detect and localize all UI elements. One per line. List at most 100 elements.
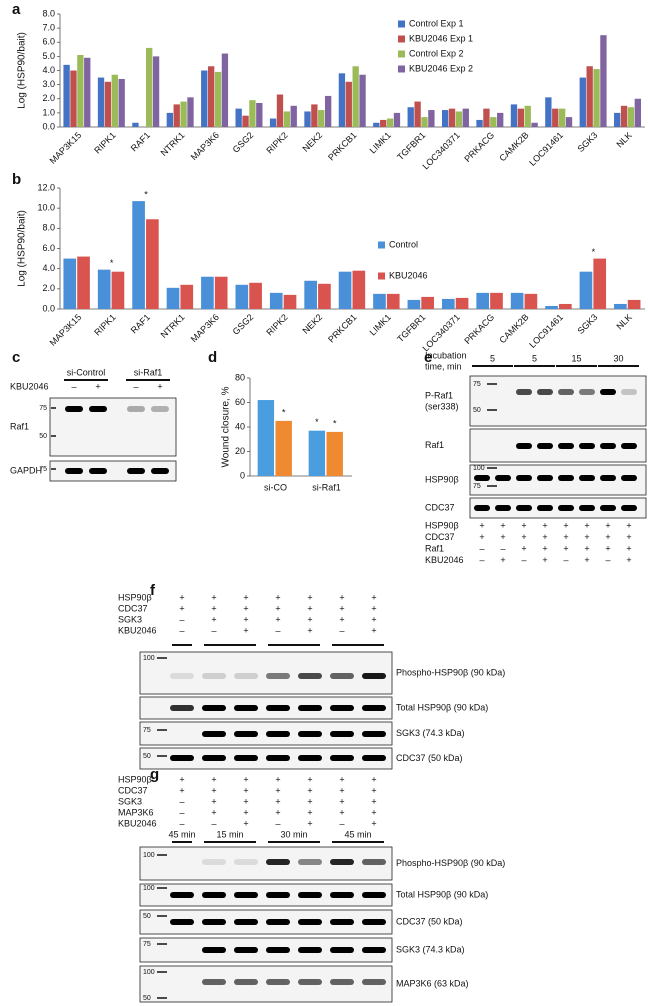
condition-sign: – (479, 543, 484, 553)
condition-sign: – (479, 555, 484, 565)
bar (579, 77, 586, 127)
mw-label: 100 (143, 852, 155, 859)
x-tick-label: MAP3K6 (189, 312, 221, 344)
bar (414, 101, 421, 127)
x-tick-label: RAF1 (129, 130, 152, 153)
significance-marker: * (110, 258, 114, 268)
band (516, 443, 532, 449)
condition-label: CDC37 (425, 532, 455, 542)
condition-sign: + (179, 774, 184, 784)
band (600, 443, 616, 449)
group-label: 5 (490, 353, 495, 363)
bar (627, 107, 635, 127)
y-axis-label: Wound closure, % (221, 386, 232, 467)
condition-sign: + (243, 796, 248, 806)
condition-sign: + (243, 603, 248, 613)
panel-label: a (12, 1, 21, 18)
x-tick-label: si-Raf1 (312, 482, 341, 492)
bar (146, 47, 153, 127)
condition-sign: + (339, 785, 344, 795)
x-tick-label: CAMK2B (497, 312, 530, 345)
band (537, 505, 553, 511)
bar (524, 105, 531, 127)
bar (242, 115, 249, 127)
condition-sign: + (243, 625, 248, 635)
band (621, 475, 637, 481)
band (127, 406, 145, 412)
condition-sign: + (275, 807, 280, 817)
blot-frame (49, 460, 177, 482)
bar (77, 54, 84, 127)
condition-sign: + (243, 818, 248, 828)
condition-sign: – (500, 543, 505, 553)
band (65, 406, 83, 412)
condition-sign: + (307, 603, 312, 613)
condition-label: CDC37 (118, 785, 148, 795)
band (558, 475, 574, 481)
bar (111, 271, 125, 309)
condition-label: SGK3 (118, 614, 142, 624)
condition-sign: + (339, 796, 344, 806)
panel-label: c (12, 349, 20, 366)
band (537, 475, 553, 481)
band (298, 892, 322, 898)
bar (462, 108, 469, 127)
group-label: 45 min (168, 829, 195, 839)
bar (97, 77, 105, 127)
group-label: 15 (571, 353, 581, 363)
bar (180, 284, 194, 309)
band (266, 705, 290, 711)
bar (269, 292, 283, 309)
x-tick-label: RIPK2 (264, 130, 289, 155)
blot-frame (139, 965, 393, 1003)
x-tick-label: LOC340371 (420, 312, 461, 353)
bar (269, 118, 277, 127)
condition-sign: + (211, 785, 216, 795)
legend-swatch (398, 50, 405, 58)
condition-sign: + (500, 520, 505, 530)
legend-label: Control Exp 2 (409, 48, 464, 58)
mw-label: 100 (143, 885, 155, 892)
blot-frame (139, 747, 393, 770)
band (495, 475, 511, 481)
band (266, 673, 290, 679)
band (600, 505, 616, 511)
mw-label: 75 (143, 727, 151, 734)
condition-sign: + (500, 532, 505, 542)
band (298, 731, 322, 737)
band (127, 468, 145, 474)
bar (586, 66, 593, 127)
bar (352, 270, 366, 309)
bar (304, 111, 311, 127)
panel-label: d (208, 349, 217, 366)
y-tick-label: 2.0 (42, 93, 55, 103)
band (330, 859, 354, 865)
bar (380, 119, 387, 127)
y-axis-label: Log (HSP90/bait) (17, 32, 28, 109)
band (266, 731, 290, 737)
mw-label: 75 (39, 466, 47, 473)
mw-label: 100 (473, 465, 485, 472)
mw-label: 50 (143, 995, 151, 1002)
band (234, 673, 258, 679)
bar (318, 283, 331, 309)
condition-sign: + (275, 592, 280, 602)
condition-sign: + (307, 774, 312, 784)
bar (614, 112, 621, 127)
bar (84, 57, 91, 127)
condition-sign: – (275, 818, 280, 828)
blot-label: CDC37 (50 kDa) (396, 916, 463, 926)
bar (311, 104, 318, 127)
legend-swatch (378, 241, 385, 249)
condition-sign: – (211, 625, 216, 635)
band (298, 859, 322, 865)
band (170, 673, 194, 679)
mw-label: 50 (473, 407, 481, 414)
condition-sign: + (371, 785, 376, 795)
band (330, 979, 354, 985)
bar (249, 282, 262, 309)
band (362, 919, 386, 925)
bar (318, 110, 325, 127)
condition-label: HSP90β (118, 774, 152, 784)
